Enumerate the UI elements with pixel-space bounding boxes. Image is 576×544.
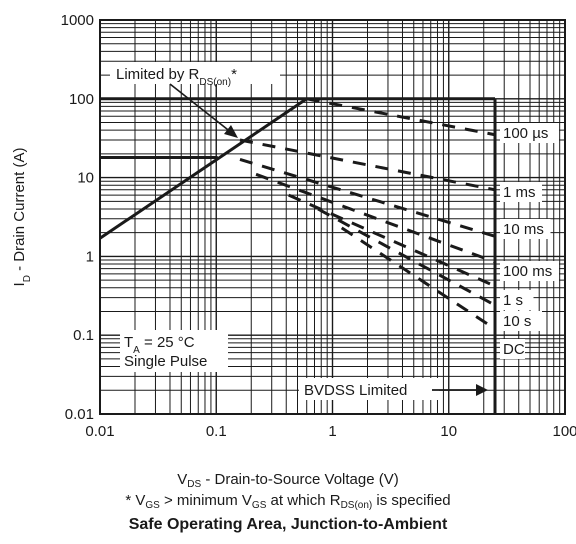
curve-label-bg xyxy=(500,182,542,202)
series-1-s xyxy=(288,193,496,288)
curve-labels: 100 µs 1 ms 10 ms 100 ms 1 s 10 s DC xyxy=(500,123,559,359)
curve-label-bg xyxy=(500,219,551,239)
curve-label: 1 s xyxy=(503,292,523,309)
curve-label-bg xyxy=(500,311,542,331)
series-100-ms xyxy=(255,172,496,264)
conditions-label-bg xyxy=(120,330,228,372)
ta-label: TA = 25 °C xyxy=(124,334,195,356)
x-tick-label: 0.1 xyxy=(206,423,227,440)
curve-label-bg xyxy=(500,123,559,143)
curve-label: DC xyxy=(503,341,525,358)
curve-label: 10 s xyxy=(503,313,531,330)
curve-label: 1 ms xyxy=(503,184,536,201)
y-tick-label: 0.01 xyxy=(65,406,94,423)
x-tick-label: 0.01 xyxy=(85,423,114,440)
curve-label: 10 ms xyxy=(503,221,544,238)
y-tick-label: 1000 xyxy=(61,12,94,29)
curve-label-bg xyxy=(500,290,534,310)
rds-limit-label: Limited by RDS(on)* xyxy=(116,66,237,88)
y-tick-label: 0.1 xyxy=(73,327,94,344)
rds-limit-arrow xyxy=(169,83,233,134)
x-tick-label: 10 xyxy=(440,423,457,440)
series-1-ms xyxy=(239,138,496,192)
x-tick-label: 100 xyxy=(552,423,576,440)
chart-title: Safe Operating Area, Junction-to-Ambient xyxy=(128,516,448,533)
footnote: * VGS > minimum VGS at which RDS(on) is … xyxy=(125,492,451,511)
series-100-s xyxy=(306,97,496,137)
x-tick-label: 1 xyxy=(328,423,336,440)
curve-label: 100 ms xyxy=(503,263,552,280)
y-tick-labels: 0.01 0.1 1 10 100 1000 xyxy=(61,12,94,423)
y-tick-label: 10 xyxy=(77,170,94,187)
series-limited-by-r-ds-on xyxy=(99,97,308,240)
x-axis-title: VDS - Drain-to-Source Voltage (V) xyxy=(177,471,399,490)
rds-limit-label-bg xyxy=(110,62,280,84)
bvdss-label-bg xyxy=(299,378,439,400)
y-tick-label: 100 xyxy=(69,91,94,108)
series-10-s xyxy=(317,207,496,307)
plot-frame xyxy=(99,19,566,415)
curve-label-bg xyxy=(500,261,559,281)
grid-minor xyxy=(100,20,565,414)
series-dc xyxy=(340,226,496,331)
y-axis-title: ID - Drain Current (A) xyxy=(11,148,33,287)
bvdss-arrowhead xyxy=(476,384,488,396)
curve-label-bg xyxy=(500,339,525,359)
bvdss-label: BVDSS Limited xyxy=(304,382,407,399)
rds-limit-arrowhead xyxy=(224,125,238,138)
single-pulse-label: Single Pulse xyxy=(124,353,207,370)
curve-label: 100 µs xyxy=(503,125,548,142)
y-tick-label: 1 xyxy=(86,248,94,265)
series-layer xyxy=(99,97,497,414)
x-tick-labels: 0.01 0.1 1 10 100 xyxy=(85,423,576,440)
